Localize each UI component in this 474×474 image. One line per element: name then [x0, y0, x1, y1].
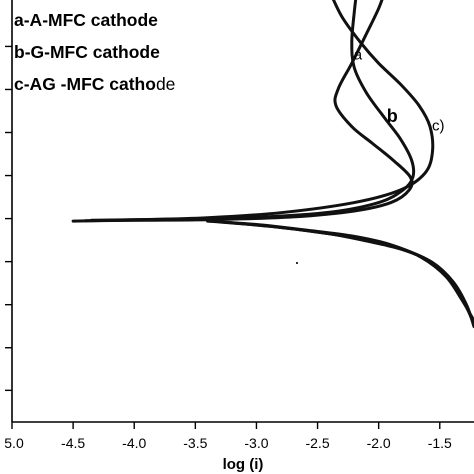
curves: a b c): [71, 0, 474, 329]
legend-entry-2: c-AG -MFC cathode: [14, 74, 175, 94]
series-line-2: [71, 0, 435, 223]
series-label-1: b: [387, 106, 398, 126]
stray-dot: [296, 262, 298, 264]
axes: [11, 0, 474, 423]
series-label-2: c): [432, 118, 445, 135]
series-line-0: [83, 0, 414, 223]
x-tick-label-3: -3.5: [183, 435, 207, 451]
legend-entry-2-suffix: de: [156, 74, 175, 94]
series-line-5: [230, 221, 474, 329]
x-tick-label-2: -4.0: [122, 435, 146, 451]
x-tick-label-1: -4.5: [61, 435, 85, 451]
x-tick-label-0: 5.0: [4, 435, 24, 451]
y-ticks: [5, 45, 12, 392]
x-tick-label-6: -2.0: [367, 435, 391, 451]
x-axis-title: log (i): [223, 456, 264, 473]
series-label-0: a: [354, 46, 363, 63]
legend-entry-0: a-A-MFC cathode: [14, 10, 158, 30]
x-tick-label-4: -3.0: [244, 435, 268, 451]
legend: a-A-MFC cathode b-G-MFC cathode c-AG -MFC …: [14, 10, 175, 94]
x-tick-label-7: -1.5: [428, 435, 452, 451]
x-tick-label-5: -2.5: [305, 435, 329, 451]
x-ticks: 5.0 -4.5 -4.0 -3.5 -3.0 -2.5 -2.0 -1.5: [4, 422, 452, 451]
legend-entry-1: b-G-MFC cathode: [14, 42, 160, 62]
